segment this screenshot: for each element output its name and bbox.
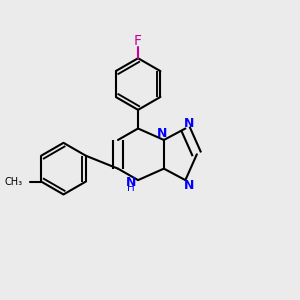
Text: N: N [157,127,168,140]
Text: H: H [127,183,135,193]
Text: CH₃: CH₃ [4,176,22,187]
Text: F: F [134,34,142,48]
Text: N: N [184,179,194,192]
Text: N: N [184,117,194,130]
Text: N: N [126,176,136,190]
